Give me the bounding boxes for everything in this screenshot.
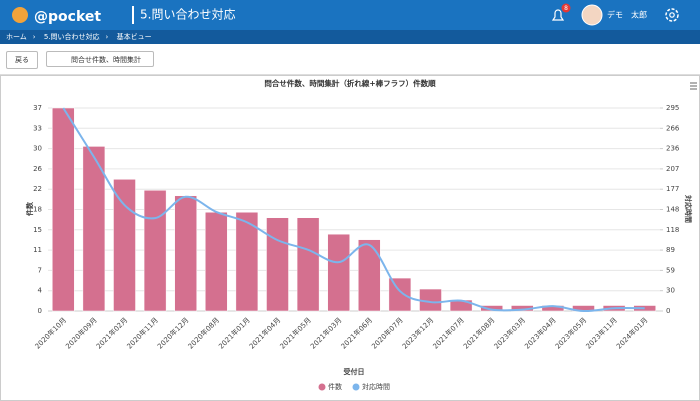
chart: 問合せ件数、時間集計（折れ線+棒フラフ）件数順 件数 対応時間 受付日 0 4 7 1…	[0, 75, 700, 401]
bar	[388, 277, 412, 312]
bar	[327, 233, 350, 312]
bar	[143, 190, 167, 312]
y-tick-label: 7	[38, 266, 42, 274]
avatar[interactable]	[581, 4, 603, 26]
y-tick-label: 30	[33, 145, 42, 153]
crumb: 基本ビュー	[116, 33, 152, 41]
bar	[174, 195, 197, 312]
y-tick-label: 15	[33, 226, 42, 234]
y2-tick-label: 30	[666, 287, 675, 295]
line	[62, 107, 645, 313]
chart-frame	[0, 75, 700, 401]
y2-tick-label: 59	[666, 266, 675, 274]
y2-tick-label: 236	[666, 145, 680, 153]
bar	[296, 217, 320, 312]
back-button[interactable]: 戻る	[6, 51, 38, 69]
bar	[480, 305, 503, 312]
divider	[132, 6, 134, 24]
breadcrumb: ホーム › 5.問い合わせ対応 › 基本ビュー	[0, 30, 700, 44]
user-name[interactable]: デモ 太郎	[607, 10, 647, 20]
bar	[358, 239, 381, 312]
y-tick-label: 33	[33, 124, 42, 132]
toolbar: 戻る 問合せ件数、時間集計	[0, 44, 700, 75]
bar	[235, 211, 259, 312]
legend-label[interactable]: 対応時間	[362, 382, 390, 391]
logo-icon	[12, 7, 28, 23]
y2-tick-label: 295	[666, 104, 679, 112]
page-title: 5.問い合わせ対応	[140, 8, 235, 22]
logo: @pocket	[34, 9, 101, 25]
y-tick-label: 18	[33, 206, 42, 214]
bar	[205, 211, 228, 312]
y-tick-label: 22	[33, 185, 42, 193]
y2-tick-label: 148	[666, 206, 679, 214]
legend-marker	[318, 383, 326, 391]
y-axis-title: 件数	[25, 201, 34, 216]
bar	[113, 179, 136, 312]
y2-tick-label: 177	[666, 185, 679, 193]
legend-marker	[352, 383, 360, 391]
y-tick-label: 26	[33, 165, 42, 173]
bar	[82, 146, 106, 312]
header: @pocket 5.問い合わせ対応 8 デモ 太郎	[0, 0, 700, 30]
x-axis-title: 受付日	[344, 367, 365, 376]
y2-tick-label: 89	[666, 246, 675, 254]
header-graphics: @pocket 5.問い合わせ対応 8 デモ 太郎	[12, 3, 679, 26]
y2-tick-label: 266	[666, 124, 680, 132]
settings-icon[interactable]	[665, 8, 679, 22]
legend-label[interactable]: 件数	[328, 382, 342, 391]
chart-title: 問合せ件数、時間集計（折れ線+棒フラフ）件数順	[264, 78, 436, 88]
view-select[interactable]: 問合せ件数、時間集計	[46, 51, 154, 67]
badge-count: 8	[564, 5, 568, 12]
y-tick-label: 0	[38, 307, 42, 315]
settings-icon-core	[669, 12, 675, 18]
y2-tick-label: 207	[666, 165, 679, 173]
y2-axis-title: 対応時間	[684, 194, 693, 223]
y2-tick-label: 118	[666, 226, 679, 234]
y-tick-label: 4	[38, 287, 43, 295]
bar	[52, 107, 75, 312]
y-tick-label: 11	[33, 246, 42, 254]
crumb[interactable]: ホーム	[6, 33, 27, 41]
crumb[interactable]: 5.問い合わせ対応	[43, 33, 100, 41]
y2-tick-label: 0	[666, 307, 670, 315]
y-tick-label: 37	[33, 104, 42, 112]
badge	[561, 3, 571, 13]
menu-icon[interactable]	[690, 82, 697, 90]
bell-icon[interactable]	[551, 9, 565, 21]
bar	[266, 217, 289, 312]
